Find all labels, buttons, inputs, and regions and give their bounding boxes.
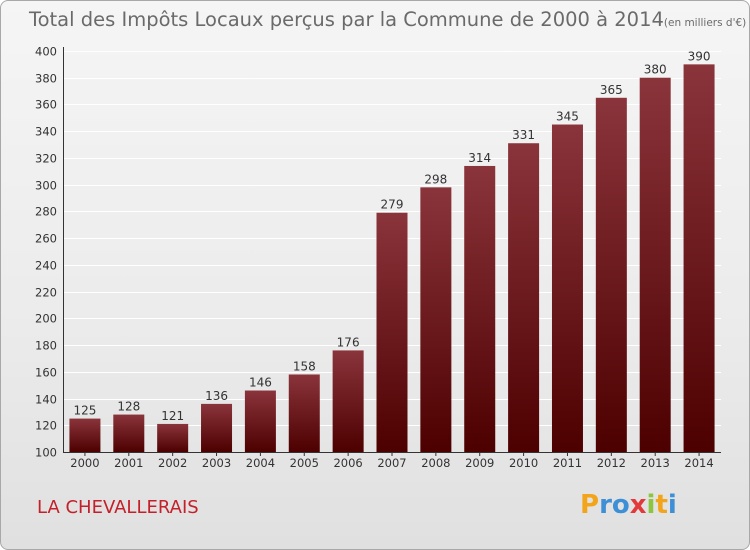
y-tick-label: 280 — [35, 205, 57, 219]
data-label: 146 — [249, 376, 272, 390]
x-tick-label: 2006 — [333, 456, 362, 470]
x-tick-label: 2002 — [158, 456, 187, 470]
x-tick-labels: 2000 2001 2002 2003 2004 2005 2006 2007 2008 2009… — [70, 452, 714, 470]
x-tick-label: 2011 — [553, 456, 582, 470]
bar — [683, 64, 715, 452]
x-tick-label: 2004 — [246, 456, 275, 470]
x-tick-label: 2007 — [377, 456, 406, 470]
logo-letter: x — [629, 490, 647, 520]
x-tick-label: 2003 — [202, 456, 231, 470]
logo-letter: i — [667, 490, 677, 520]
data-label: 158 — [293, 359, 316, 373]
y-tick-label: 320 — [35, 152, 57, 166]
logo-letter: t — [655, 490, 668, 520]
bars — [69, 64, 715, 453]
chart-title: Total des Impôts Locaux perçus par la Co… — [29, 8, 746, 31]
bar — [376, 212, 408, 452]
bar — [332, 350, 364, 452]
bar — [288, 374, 320, 452]
bar — [551, 124, 583, 453]
y-tick-label: 340 — [35, 125, 57, 139]
bar — [595, 97, 627, 453]
data-label: 314 — [468, 151, 491, 165]
y-tick-label: 240 — [35, 259, 57, 273]
chart-title-text: Total des Impôts Locaux perçus par la Co… — [29, 8, 664, 31]
data-label: 298 — [424, 172, 447, 186]
data-label: 380 — [644, 63, 667, 77]
logo-letter: i — [646, 490, 656, 520]
bar — [464, 165, 496, 452]
x-tick-label: 2009 — [465, 456, 494, 470]
x-tick-label: 2013 — [641, 456, 670, 470]
data-label: 128 — [117, 400, 140, 414]
data-label: 345 — [556, 110, 579, 124]
bar — [639, 77, 671, 452]
x-tick-label: 2014 — [684, 456, 713, 470]
y-tick-label: 100 — [35, 446, 57, 460]
commune-name: LA CHEVALLERAIS — [37, 497, 199, 518]
y-tick-label: 360 — [35, 98, 57, 112]
y-tick-label: 200 — [35, 312, 57, 326]
data-label: 390 — [688, 49, 711, 63]
bar — [201, 403, 233, 452]
y-tick-label: 220 — [35, 286, 57, 300]
y-tick-label: 400 — [35, 45, 57, 59]
y-tick-label: 120 — [35, 419, 57, 433]
x-tick-label: 2001 — [114, 456, 143, 470]
y-tick-label: 380 — [35, 72, 57, 86]
logo-letter: o — [611, 490, 630, 520]
chart-title-unit: (en milliers d'€) — [663, 17, 747, 29]
data-label: 136 — [205, 389, 228, 403]
bar — [113, 414, 145, 452]
logo-letter: r — [599, 490, 612, 520]
data-label: 331 — [512, 128, 535, 142]
y-tick-label: 260 — [35, 232, 57, 246]
bar — [420, 187, 452, 452]
bar — [69, 418, 101, 452]
y-tick-labels: 100 120 140 160 180 200 220 240 260 280 300 320 340 3… — [35, 45, 57, 460]
logo-letter: P — [580, 490, 600, 520]
x-tick-label: 2010 — [509, 456, 538, 470]
data-labels: 125 128 121 136 146 158 176 279 298 314 331 345 365 3… — [73, 49, 710, 423]
x-tick-label: 2012 — [597, 456, 626, 470]
data-label: 125 — [73, 404, 96, 418]
bar — [508, 143, 540, 453]
data-label: 365 — [600, 83, 623, 97]
y-tick-label: 160 — [35, 366, 57, 380]
bar — [244, 390, 276, 452]
y-tick-label: 300 — [35, 179, 57, 193]
x-tick-label: 2000 — [70, 456, 99, 470]
x-tick-label: 2008 — [421, 456, 450, 470]
x-tick-label: 2005 — [290, 456, 319, 470]
bar — [157, 423, 189, 452]
data-label: 279 — [381, 198, 404, 212]
data-label: 176 — [337, 335, 360, 349]
proxiti-logo: Proxiti — [580, 490, 677, 520]
data-label: 121 — [161, 409, 184, 423]
y-tick-label: 180 — [35, 339, 57, 353]
y-tick-label: 140 — [35, 393, 57, 407]
